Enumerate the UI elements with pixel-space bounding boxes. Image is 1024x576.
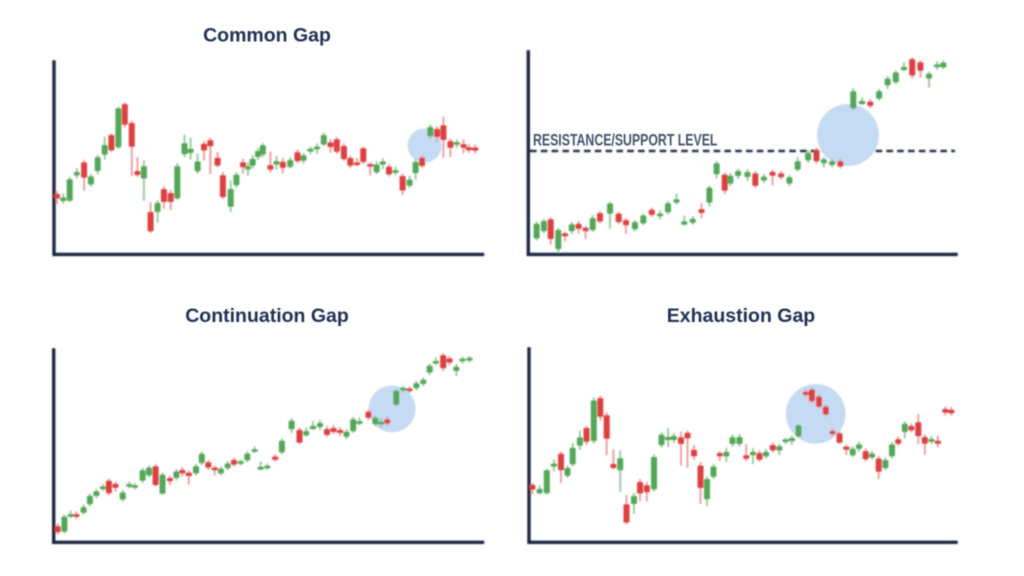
svg-text:RESISTANCE/SUPPORT LEVEL: RESISTANCE/SUPPORT LEVEL xyxy=(533,132,717,150)
svg-text:Continuation Gap: Continuation Gap xyxy=(185,305,349,327)
svg-text:Common Gap: Common Gap xyxy=(203,25,331,47)
svg-text:Exhaustion Gap: Exhaustion Gap xyxy=(667,305,816,327)
